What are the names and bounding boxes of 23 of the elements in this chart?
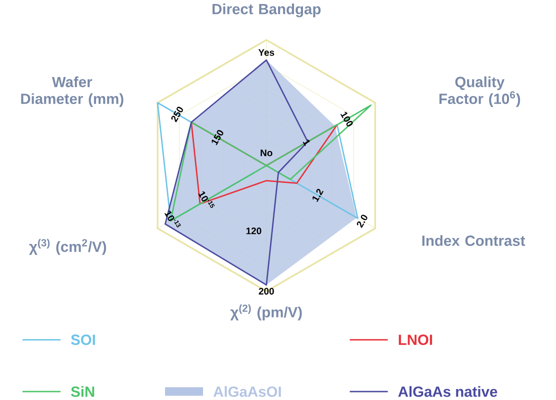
legend-label: SOI xyxy=(71,334,95,345)
text: 1 xyxy=(302,139,310,146)
text: 10$^{-15}$ xyxy=(198,191,215,208)
text: Yes xyxy=(258,49,274,56)
text: 150 xyxy=(212,130,224,146)
spoke-label: Direct Bandgap xyxy=(212,3,321,18)
spoke-label: χ$^{(3)}$ (cm$^{2}$/V) xyxy=(29,238,106,255)
text: 200 xyxy=(258,288,274,294)
legend-label: LNOI xyxy=(398,334,432,345)
text: 1.2 xyxy=(312,188,324,202)
legend-label: AlGaAs native xyxy=(398,386,498,397)
legend-label: SiN xyxy=(71,386,94,397)
text: 10$^{-13}$ xyxy=(164,210,181,228)
spoke-label: Quality Factor (10$^{6}$) xyxy=(439,76,520,107)
text: 2.0 xyxy=(356,214,368,228)
text: 120 xyxy=(246,227,262,234)
spoke-label: Index Contrast xyxy=(422,234,526,246)
legend-label: AlGaAsOI xyxy=(213,386,281,397)
spoke-label: χ$^{(2)}$ (pm/V) xyxy=(230,304,302,320)
text: 100 xyxy=(340,112,353,126)
spoke-label: Wafer Diameter (mm) xyxy=(21,76,124,107)
text: 250 xyxy=(171,106,183,122)
text: No xyxy=(260,149,272,156)
